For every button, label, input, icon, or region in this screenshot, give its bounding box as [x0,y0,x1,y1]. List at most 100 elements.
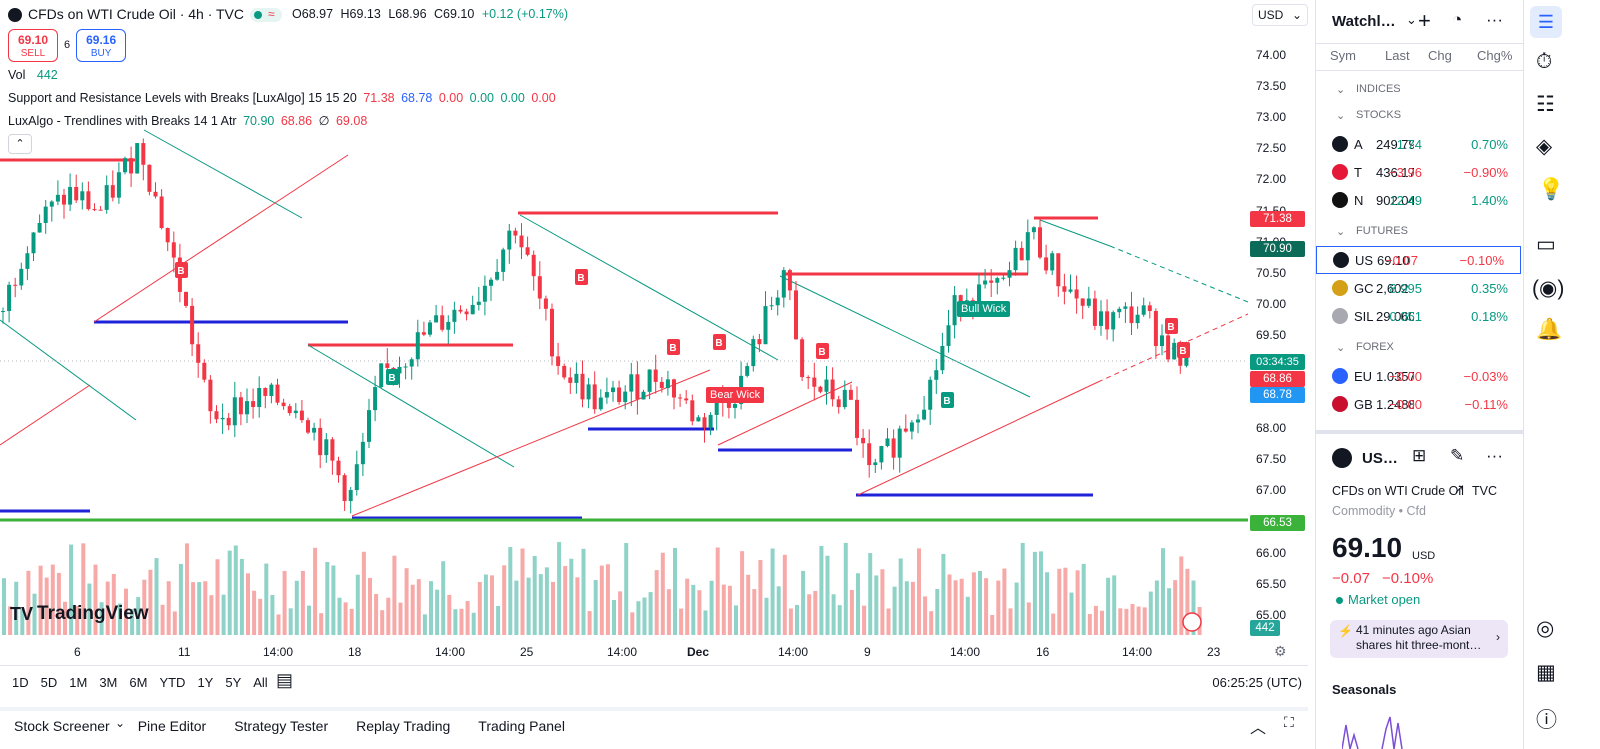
tab-strategy-tester[interactable]: Strategy Tester [234,718,329,734]
volume-bar [1167,588,1172,635]
col-last[interactable]: Last [1385,48,1410,63]
range-button-ytd[interactable]: YTD [159,675,186,690]
candle-body [226,417,231,426]
sell-button[interactable]: 69.10 SELL [8,29,58,62]
row-chgpct: 0.70% [1471,136,1508,152]
volume-bar [185,543,189,635]
price-axis[interactable]: 74.0073.5073.0072.5072.0071.5071.0070.50… [1248,0,1308,645]
indicator-tl-legend[interactable]: LuxAlgo - Trendlines with Breaks 14 1 At… [8,113,568,130]
volume-bar [349,608,354,635]
watchlist-row[interactable]: US 69.10 −0.07 −0.10% [1316,246,1521,274]
watchlist-row[interactable]: SIL 29.060 0.051 0.18% [1316,302,1524,330]
add-symbol-icon[interactable]: + [1418,8,1431,33]
candle-body [611,387,615,393]
tab-trading-panel[interactable]: Trading Panel [478,718,565,734]
watchlist-row[interactable]: EU 1.0357 −0.00 −0.03% [1316,362,1524,390]
details-currency: USD [1412,550,1436,562]
watchlist-row[interactable]: T 436.17 −3.96 −0.90% [1316,158,1524,186]
candle-body [476,301,481,305]
watchlist-row[interactable]: N 902.04 12.49 1.40% [1316,186,1524,214]
volume-bar [801,570,806,635]
news-card[interactable]: ⚡ 41 minutes ago Asian shares hit three-… [1330,620,1508,658]
candle-body [208,379,213,412]
ideas-bulb-icon[interactable]: 💡 [1538,178,1565,201]
time-axis[interactable]: ⚙ 6 11 14:00 18 14:00 25 14:00 Dec 14:00 9 14:00 16… [0,643,1308,665]
tradingview-logo[interactable]: TV TradingView [10,603,149,625]
tab-pine-editor[interactable]: Pine Editor [137,718,207,734]
more-icon[interactable]: ··· [1486,10,1503,29]
volume-bar [795,604,799,635]
maximize-panel-icon[interactable]: ⛶ [1284,714,1294,730]
volume-legend[interactable]: Vol 442 [8,67,568,84]
tab-replay-trading[interactable]: Replay Trading [356,718,451,734]
chat-icon[interactable]: ▭ [1536,233,1556,256]
buy-button[interactable]: 69.16 BUY [76,29,127,62]
range-button-5y[interactable]: 5Y [225,675,242,690]
candle-body [873,462,878,466]
range-button-5d[interactable]: 5D [40,675,58,690]
chart-area[interactable]: B B B B B B B B B CFDs on WTI Crude Oil · 4h · T… [0,0,1308,690]
layers-icon[interactable]: ◈ [1536,135,1553,158]
range-button-all[interactable]: All [253,675,268,690]
range-button-1d[interactable]: 1D [12,675,29,690]
watchlist-section[interactable]: ⌄ INDICES [1316,78,1524,100]
alerts-clock-icon[interactable]: ⏱ [1536,50,1553,73]
utc-clock[interactable]: 06:25:25 (UTC) [1212,675,1302,690]
col-chgpct[interactable]: Chg% [1477,48,1513,63]
watchlist-row[interactable]: GB 1.2488 −0.00 −0.11% [1316,390,1524,418]
chevron-down-icon[interactable]: ⌄ [115,716,126,730]
help-icon[interactable]: ⓘ [1536,709,1557,732]
row-chgpct: −0.10% [1459,252,1504,268]
watchlist-row[interactable]: GC 2,602 8.995 0.35% [1316,274,1524,302]
seasonals-title[interactable]: Seasonals [1332,682,1397,697]
currency-select[interactable]: USD ⌄ [1252,4,1308,26]
range-button-3m[interactable]: 3M [99,675,118,690]
candle-body [861,437,866,444]
col-chg[interactable]: Chg [1428,48,1452,63]
watchlist-icon[interactable]: ☰ [1530,6,1562,38]
col-sym[interactable]: Sym [1330,48,1356,63]
symbol-title[interactable]: CFDs on WTI Crude Oil · 4h · TVC [28,6,245,22]
volume-bar [1179,556,1184,635]
time-tick-label: 14:00 [1122,645,1153,659]
settings-gear-icon[interactable]: ⚙ [1274,643,1287,659]
more-icon[interactable]: ··· [1486,446,1503,465]
volume-bar [337,597,342,635]
buy-price: 69.16 [86,33,117,47]
details-name[interactable]: CFDs on WTI Crude Oil [1332,484,1464,498]
watchlist-section[interactable]: ⌄ FUTURES [1316,220,1524,242]
indicator-sr-legend[interactable]: Support and Resistance Levels with Break… [8,90,568,107]
symbol-logo-icon [1332,368,1348,384]
watchlist-section[interactable]: ⌄ STOCKS [1316,104,1524,126]
range-button-6m[interactable]: 6M [129,675,148,690]
calendar-goto-icon[interactable]: ▤ [276,670,294,690]
advanced-view-icon[interactable]: ◔ [1452,10,1463,29]
volume-bar [978,571,982,635]
calendar-icon[interactable]: ▦ [1536,661,1556,684]
candle-body [196,344,201,363]
section-label: FUTURES [1356,225,1408,237]
collapse-panel-icon[interactable]: ︿ [1250,720,1267,737]
external-link-icon[interactable]: ↗ [1454,482,1465,496]
indicator-sr-value: 0.00 [531,91,556,105]
signal-icon[interactable]: (◉) [1532,277,1565,300]
range-button-1y[interactable]: 1Y [197,675,214,690]
edit-icon[interactable]: ✎ [1450,446,1465,465]
bell-icon[interactable]: 🔔 [1536,318,1563,341]
watchlist-section[interactable]: ⌄ FOREX [1316,336,1524,358]
row-last: 1.2488 [1376,396,1414,412]
range-button-1m[interactable]: 1M [69,675,88,690]
candle-body [635,374,640,400]
watchlist-row[interactable]: A 249.79 1.74 0.70% [1316,130,1524,158]
tab-stock-screener[interactable]: Stock Screener [14,718,110,734]
watchlist-title[interactable]: Watchl… [1332,13,1396,30]
target-icon[interactable]: ◎ [1536,617,1555,640]
symbol-logo-icon [1332,280,1348,296]
chevron-down-icon[interactable]: ⌄ [1406,12,1417,27]
details-symbol[interactable]: US… [1362,450,1398,467]
candle-body [897,428,902,458]
grid-icon[interactable]: ⊞ [1412,446,1427,465]
candle-body [202,362,207,380]
collapse-legend-button[interactable]: ⌃ [8,134,32,154]
object-tree-icon[interactable]: ☷ [1536,93,1555,116]
